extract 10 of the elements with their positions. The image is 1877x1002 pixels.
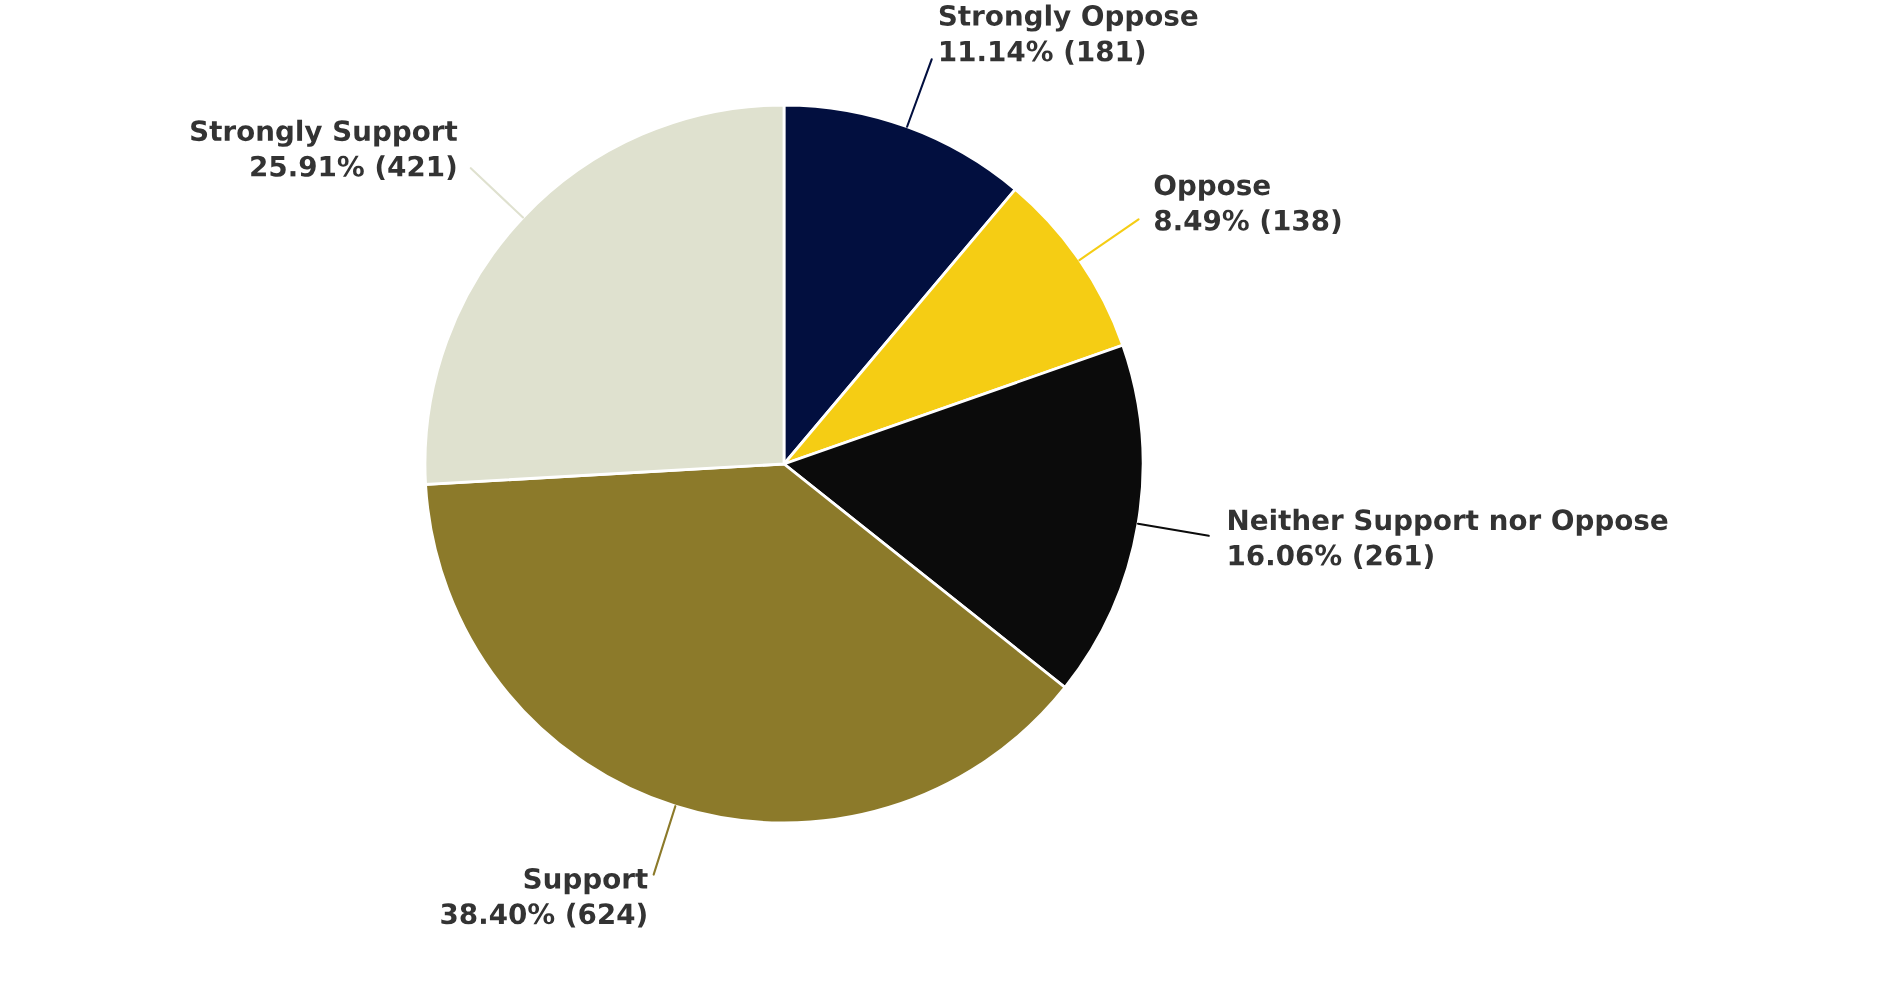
data-label: 25.91% (421) [251, 155, 456, 181]
data-label: 38.40% (624) [441, 902, 646, 928]
data-label: 8.49% (138) [1155, 209, 1341, 234]
data-label: 11.14% (181) [940, 40, 1145, 65]
slice-label: Support [524, 867, 648, 895]
data-label: 16.06% (261) [1229, 544, 1433, 569]
slice-label: Neither Support nor Oppose [1229, 508, 1668, 536]
slice-label: Strongly Support [191, 119, 458, 147]
slice-label: Strongly Oppose [939, 4, 1198, 32]
slice-label: Oppose [1154, 174, 1270, 201]
